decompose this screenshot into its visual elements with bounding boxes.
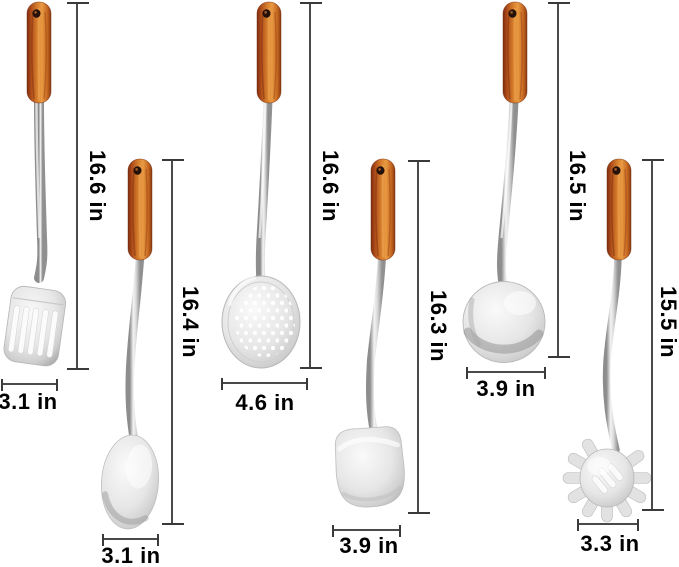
pasta-server-width-measure	[577, 519, 639, 531]
wok-spatula-head	[335, 426, 405, 508]
serving-spoon-width-measure	[102, 534, 159, 546]
serving-spoon-length-label: 16.4 in	[178, 286, 203, 358]
wok-spatula-length-label: 16.3 in	[426, 290, 451, 362]
serving-spoon-bowl	[100, 434, 160, 530]
soup-ladle-length-measure	[548, 2, 570, 358]
skimmer-length-label: 16.6 in	[318, 150, 343, 222]
soup-ladle-graphic	[462, 0, 546, 363]
skimmer-head	[221, 275, 301, 369]
pasta-server-length-measure	[642, 159, 664, 511]
skimmer-graphic	[221, 0, 301, 369]
slotted-turner-width-label: 3.1 in	[0, 389, 58, 414]
pasta-server-head	[562, 438, 652, 523]
soup-ladle-length-label: 16.5 in	[565, 150, 590, 222]
pasta-server-length-label: 15.5 in	[656, 286, 679, 358]
skimmer-width-measure	[221, 378, 308, 390]
wok-spatula-width-label: 3.9 in	[339, 533, 399, 558]
serving-spoon-length-measure	[162, 159, 184, 525]
serving-spoon-width-label: 3.1 in	[101, 543, 161, 567]
slotted-turner-length-label: 16.6 in	[85, 150, 110, 222]
soup-ladle-width-label: 3.9 in	[476, 376, 536, 401]
slotted-turner-graphic	[3, 0, 67, 367]
pasta-server-graphic	[562, 157, 652, 523]
soup-ladle-width-measure	[466, 367, 546, 379]
serving-spoon-graphic	[100, 157, 160, 530]
pasta-server-width-label: 3.3 in	[580, 531, 640, 556]
slotted-turner-length-measure	[67, 2, 89, 370]
soup-ladle-bowl	[462, 281, 546, 363]
wok-spatula-graphic	[335, 157, 405, 508]
slotted-turner-head	[3, 285, 67, 367]
skimmer-width-label: 4.6 in	[235, 390, 295, 415]
wok-spatula-width-measure	[332, 525, 401, 537]
skimmer-length-measure	[300, 2, 322, 369]
wok-spatula-length-measure	[408, 160, 430, 514]
slotted-turner-width-measure	[1, 379, 58, 391]
